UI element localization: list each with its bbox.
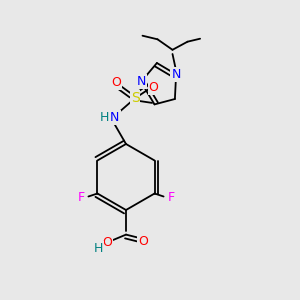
Text: S: S [130, 91, 140, 105]
Text: N: N [136, 75, 146, 88]
Text: O: O [102, 236, 112, 250]
Text: N: N [171, 68, 181, 81]
Text: F: F [77, 190, 85, 204]
Text: H: H [93, 242, 103, 255]
Text: H: H [99, 111, 109, 124]
Text: N: N [110, 111, 120, 124]
Text: O: O [139, 235, 148, 248]
Text: O: O [112, 76, 121, 89]
Text: F: F [167, 190, 175, 204]
Text: O: O [149, 81, 158, 94]
